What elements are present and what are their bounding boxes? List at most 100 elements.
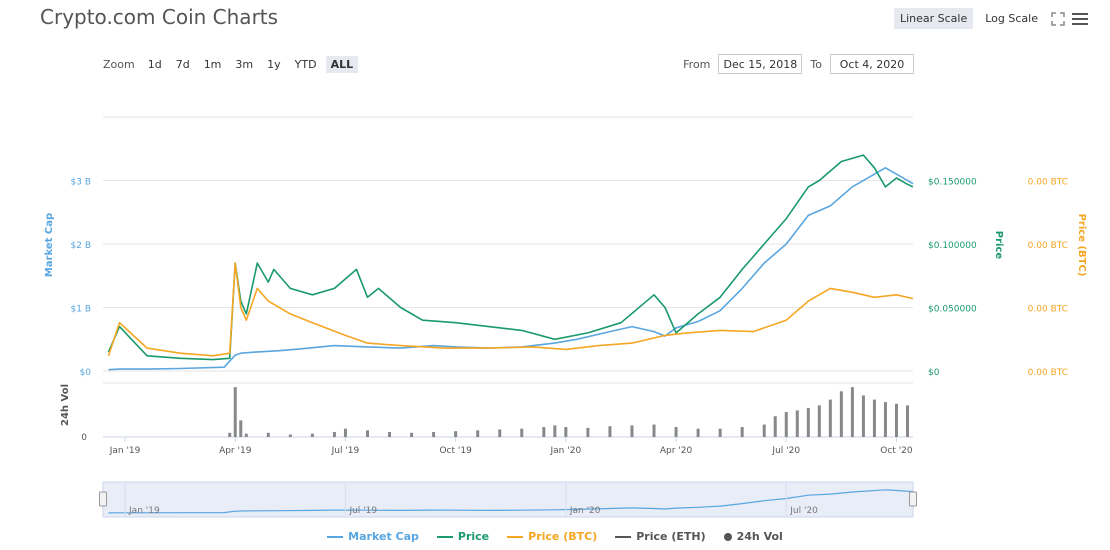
volume-bar bbox=[674, 427, 678, 437]
legend-label: Price (ETH) bbox=[636, 530, 706, 543]
price-tick-label: $0.150000 bbox=[928, 178, 977, 188]
navigator-tick-label: Jan '19 bbox=[128, 506, 160, 516]
volume-bar bbox=[310, 433, 314, 437]
market-cap-axis-title: Market Cap bbox=[44, 213, 55, 277]
navigator-tick-label: Jul '19 bbox=[348, 506, 377, 516]
navigator-tick-label: Jul '20 bbox=[789, 506, 818, 516]
x-tick-label: Apr '19 bbox=[219, 446, 252, 456]
navigator-tick-label: Jan '20 bbox=[569, 506, 601, 516]
from-date-input[interactable] bbox=[718, 54, 803, 74]
price-axis-title: Price bbox=[993, 231, 1004, 260]
menu-icon[interactable] bbox=[1072, 11, 1088, 27]
legend-price[interactable]: Price bbox=[436, 530, 490, 543]
zoom-3m-button[interactable]: 3m bbox=[235, 58, 254, 71]
volume-bar bbox=[828, 399, 832, 437]
market-cap-tick-label: $1 B bbox=[71, 305, 92, 315]
navigator-right-handle[interactable] bbox=[909, 491, 917, 507]
linear-scale-button[interactable]: Linear Scale bbox=[893, 8, 974, 29]
zoom-label: Zoom bbox=[103, 58, 135, 71]
volume-bar bbox=[365, 430, 369, 437]
volume-bar bbox=[343, 428, 347, 437]
eth-swatch bbox=[615, 535, 632, 538]
volume-bar bbox=[883, 402, 887, 437]
volume-bar bbox=[894, 403, 898, 437]
to-date-input[interactable] bbox=[830, 54, 914, 74]
series-line-market-cap bbox=[108, 167, 914, 371]
volume-bar bbox=[432, 432, 436, 437]
volume-bar bbox=[784, 412, 788, 437]
date-range: From To bbox=[683, 54, 914, 74]
volume-bar bbox=[564, 427, 568, 437]
volume-bar bbox=[740, 427, 744, 437]
chart-toolbar: Linear Scale Log Scale bbox=[893, 8, 1088, 29]
navigator-window bbox=[102, 481, 914, 518]
legend-price-btc[interactable]: Price (BTC) bbox=[507, 530, 597, 543]
volume-bar bbox=[542, 427, 546, 437]
x-tick-label: Apr '20 bbox=[660, 446, 693, 456]
volume-bar bbox=[718, 428, 722, 437]
zoom-1m-button[interactable]: 1m bbox=[203, 58, 222, 71]
price-tick-label: $0.100000 bbox=[928, 241, 977, 251]
volume-bar bbox=[228, 432, 232, 437]
volume-bar bbox=[696, 428, 700, 437]
volume-bar bbox=[806, 407, 810, 437]
volume-bar bbox=[630, 425, 634, 437]
volume-bar bbox=[586, 427, 590, 437]
navigator-left-handle[interactable] bbox=[99, 491, 107, 507]
volume-bar bbox=[498, 429, 502, 437]
volume-bar bbox=[861, 395, 865, 437]
x-tick-label: Jul '20 bbox=[771, 446, 800, 456]
legend-market-cap[interactable]: Market Cap bbox=[327, 530, 419, 543]
volume-bar bbox=[905, 405, 909, 437]
from-label: From bbox=[683, 57, 711, 71]
zoom-all-button[interactable]: ALL bbox=[325, 56, 359, 73]
volume-bar bbox=[332, 432, 336, 437]
volume-bar bbox=[233, 387, 237, 437]
price-tick-label: $0.050000 bbox=[928, 305, 977, 315]
legend-price-eth[interactable]: Price (ETH) bbox=[615, 530, 706, 543]
legend-label: Price (BTC) bbox=[528, 530, 598, 543]
volume-bar bbox=[410, 432, 414, 437]
x-tick-label: Jan '20 bbox=[550, 446, 582, 456]
volume-bar bbox=[454, 431, 458, 437]
price-swatch bbox=[436, 535, 453, 538]
market-cap-swatch bbox=[327, 535, 344, 538]
volume-bar bbox=[652, 424, 656, 437]
zoom-1d-button[interactable]: 1d bbox=[147, 58, 162, 71]
legend-24h-vol[interactable]: 24h Vol bbox=[723, 530, 783, 543]
volume-bar bbox=[872, 399, 876, 437]
to-label: To bbox=[810, 57, 822, 71]
volume-bar bbox=[520, 428, 524, 437]
volume-bar bbox=[239, 420, 243, 437]
zoom-7d-button[interactable]: 7d bbox=[175, 58, 190, 71]
log-scale-button[interactable]: Log Scale bbox=[985, 12, 1038, 25]
volume-axis-title: 24h Vol bbox=[60, 384, 71, 426]
volume-bar bbox=[388, 432, 392, 437]
volume-tick-label: 0 bbox=[81, 433, 87, 443]
volume-swatch bbox=[723, 532, 732, 541]
zoom-ytd-button[interactable]: YTD bbox=[294, 58, 317, 71]
legend-label: Price bbox=[457, 530, 490, 543]
volume-bar bbox=[288, 434, 292, 437]
btc-tick-label: 0.00 BTC bbox=[1028, 368, 1068, 378]
page-title: Crypto.com Coin Charts bbox=[40, 5, 279, 29]
series-line-price bbox=[107, 154, 914, 361]
volume-bar bbox=[476, 430, 480, 437]
fullscreen-icon[interactable] bbox=[1050, 11, 1066, 27]
volume-bar bbox=[850, 387, 854, 437]
volume-bar bbox=[608, 426, 612, 437]
chart-legend: Market Cap Price Price (BTC) Price (ETH)… bbox=[0, 530, 1110, 543]
zoom-bar: Zoom 1d 7d 1m 3m 1y YTD ALL bbox=[103, 56, 359, 73]
x-tick-label: Jul '19 bbox=[331, 446, 360, 456]
x-tick-label: Oct '19 bbox=[439, 446, 472, 456]
volume-bar bbox=[817, 405, 821, 437]
zoom-1y-button[interactable]: 1y bbox=[267, 58, 281, 71]
series-line-price-btc- bbox=[107, 262, 914, 357]
volume-bar bbox=[244, 433, 248, 437]
btc-tick-label: 0.00 BTC bbox=[1028, 241, 1068, 251]
volume-bar bbox=[839, 391, 843, 437]
market-cap-tick-label: $0 bbox=[80, 368, 92, 378]
legend-label: Market Cap bbox=[348, 530, 419, 543]
x-tick-label: Jan '19 bbox=[109, 446, 141, 456]
volume-bar bbox=[762, 424, 766, 437]
